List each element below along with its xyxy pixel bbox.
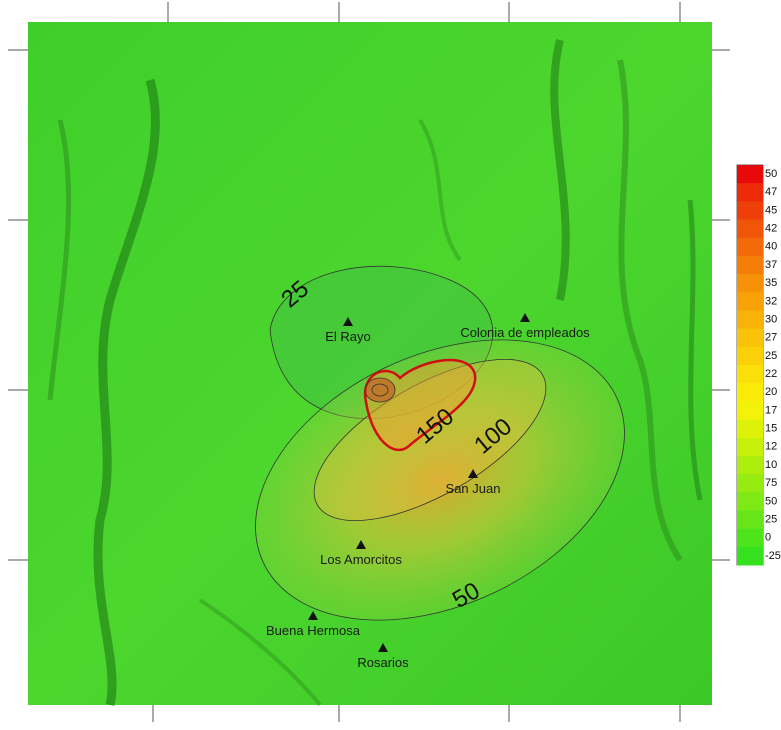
- legend-label: 30: [765, 313, 777, 325]
- legend-label: 0: [765, 532, 771, 544]
- legend-swatch: [737, 529, 763, 548]
- place-label: Rosarios: [357, 655, 409, 670]
- legend-label: 25: [765, 513, 777, 525]
- map-figure: El Rayo Colonia de empleados San Juan Los A…: [0, 0, 781, 725]
- legend-swatch: [737, 492, 763, 511]
- legend-label: 75: [765, 477, 777, 489]
- legend-swatch: [737, 201, 763, 220]
- legend-label: 40: [765, 241, 777, 253]
- legend-label: 35: [765, 277, 777, 289]
- place-label: El Rayo: [325, 329, 371, 344]
- color-legend: 50 47 45 42 40 37 35 32 30 27 25 22 20 17 15 12 10 75 50 25…: [737, 165, 781, 566]
- place-label: Los Amorcitos: [320, 552, 402, 567]
- place-label: Buena Hermosa: [266, 623, 361, 638]
- legend-label: 17: [765, 404, 777, 416]
- legend-swatch: [737, 292, 763, 311]
- legend-label: 15: [765, 423, 777, 435]
- place-label: San Juan: [446, 481, 501, 496]
- legend-label: 12: [765, 441, 777, 453]
- legend-swatch: [737, 474, 763, 493]
- legend-label: 47: [765, 186, 777, 198]
- legend-label: 22: [765, 368, 777, 380]
- legend-swatch: [737, 310, 763, 329]
- legend-swatch: [737, 547, 763, 566]
- legend-swatch: [737, 401, 763, 420]
- legend-swatch: [737, 165, 763, 184]
- legend-label: 10: [765, 459, 777, 471]
- legend-swatch: [737, 420, 763, 439]
- legend-swatch: [737, 220, 763, 239]
- legend-swatch: [737, 456, 763, 475]
- legend-swatch: [737, 510, 763, 529]
- legend-swatch: [737, 238, 763, 257]
- legend-swatch: [737, 183, 763, 202]
- legend-label: 25: [765, 350, 777, 362]
- legend-label: 27: [765, 332, 777, 344]
- legend-swatch: [737, 438, 763, 457]
- legend-swatch: [737, 329, 763, 348]
- legend-label: 42: [765, 223, 777, 235]
- legend-swatch: [737, 383, 763, 402]
- legend-swatch: [737, 347, 763, 366]
- legend-label: 50: [765, 168, 777, 180]
- legend-label: 20: [765, 386, 777, 398]
- legend-swatch: [737, 256, 763, 275]
- place-label: Colonia de empleados: [460, 325, 590, 340]
- legend-swatch: [737, 365, 763, 384]
- legend-label: 32: [765, 295, 777, 307]
- legend-swatch: [737, 274, 763, 293]
- legend-label: 45: [765, 204, 777, 216]
- legend-label: -25: [765, 550, 781, 562]
- legend-label: 50: [765, 495, 777, 507]
- legend-label: 37: [765, 259, 777, 271]
